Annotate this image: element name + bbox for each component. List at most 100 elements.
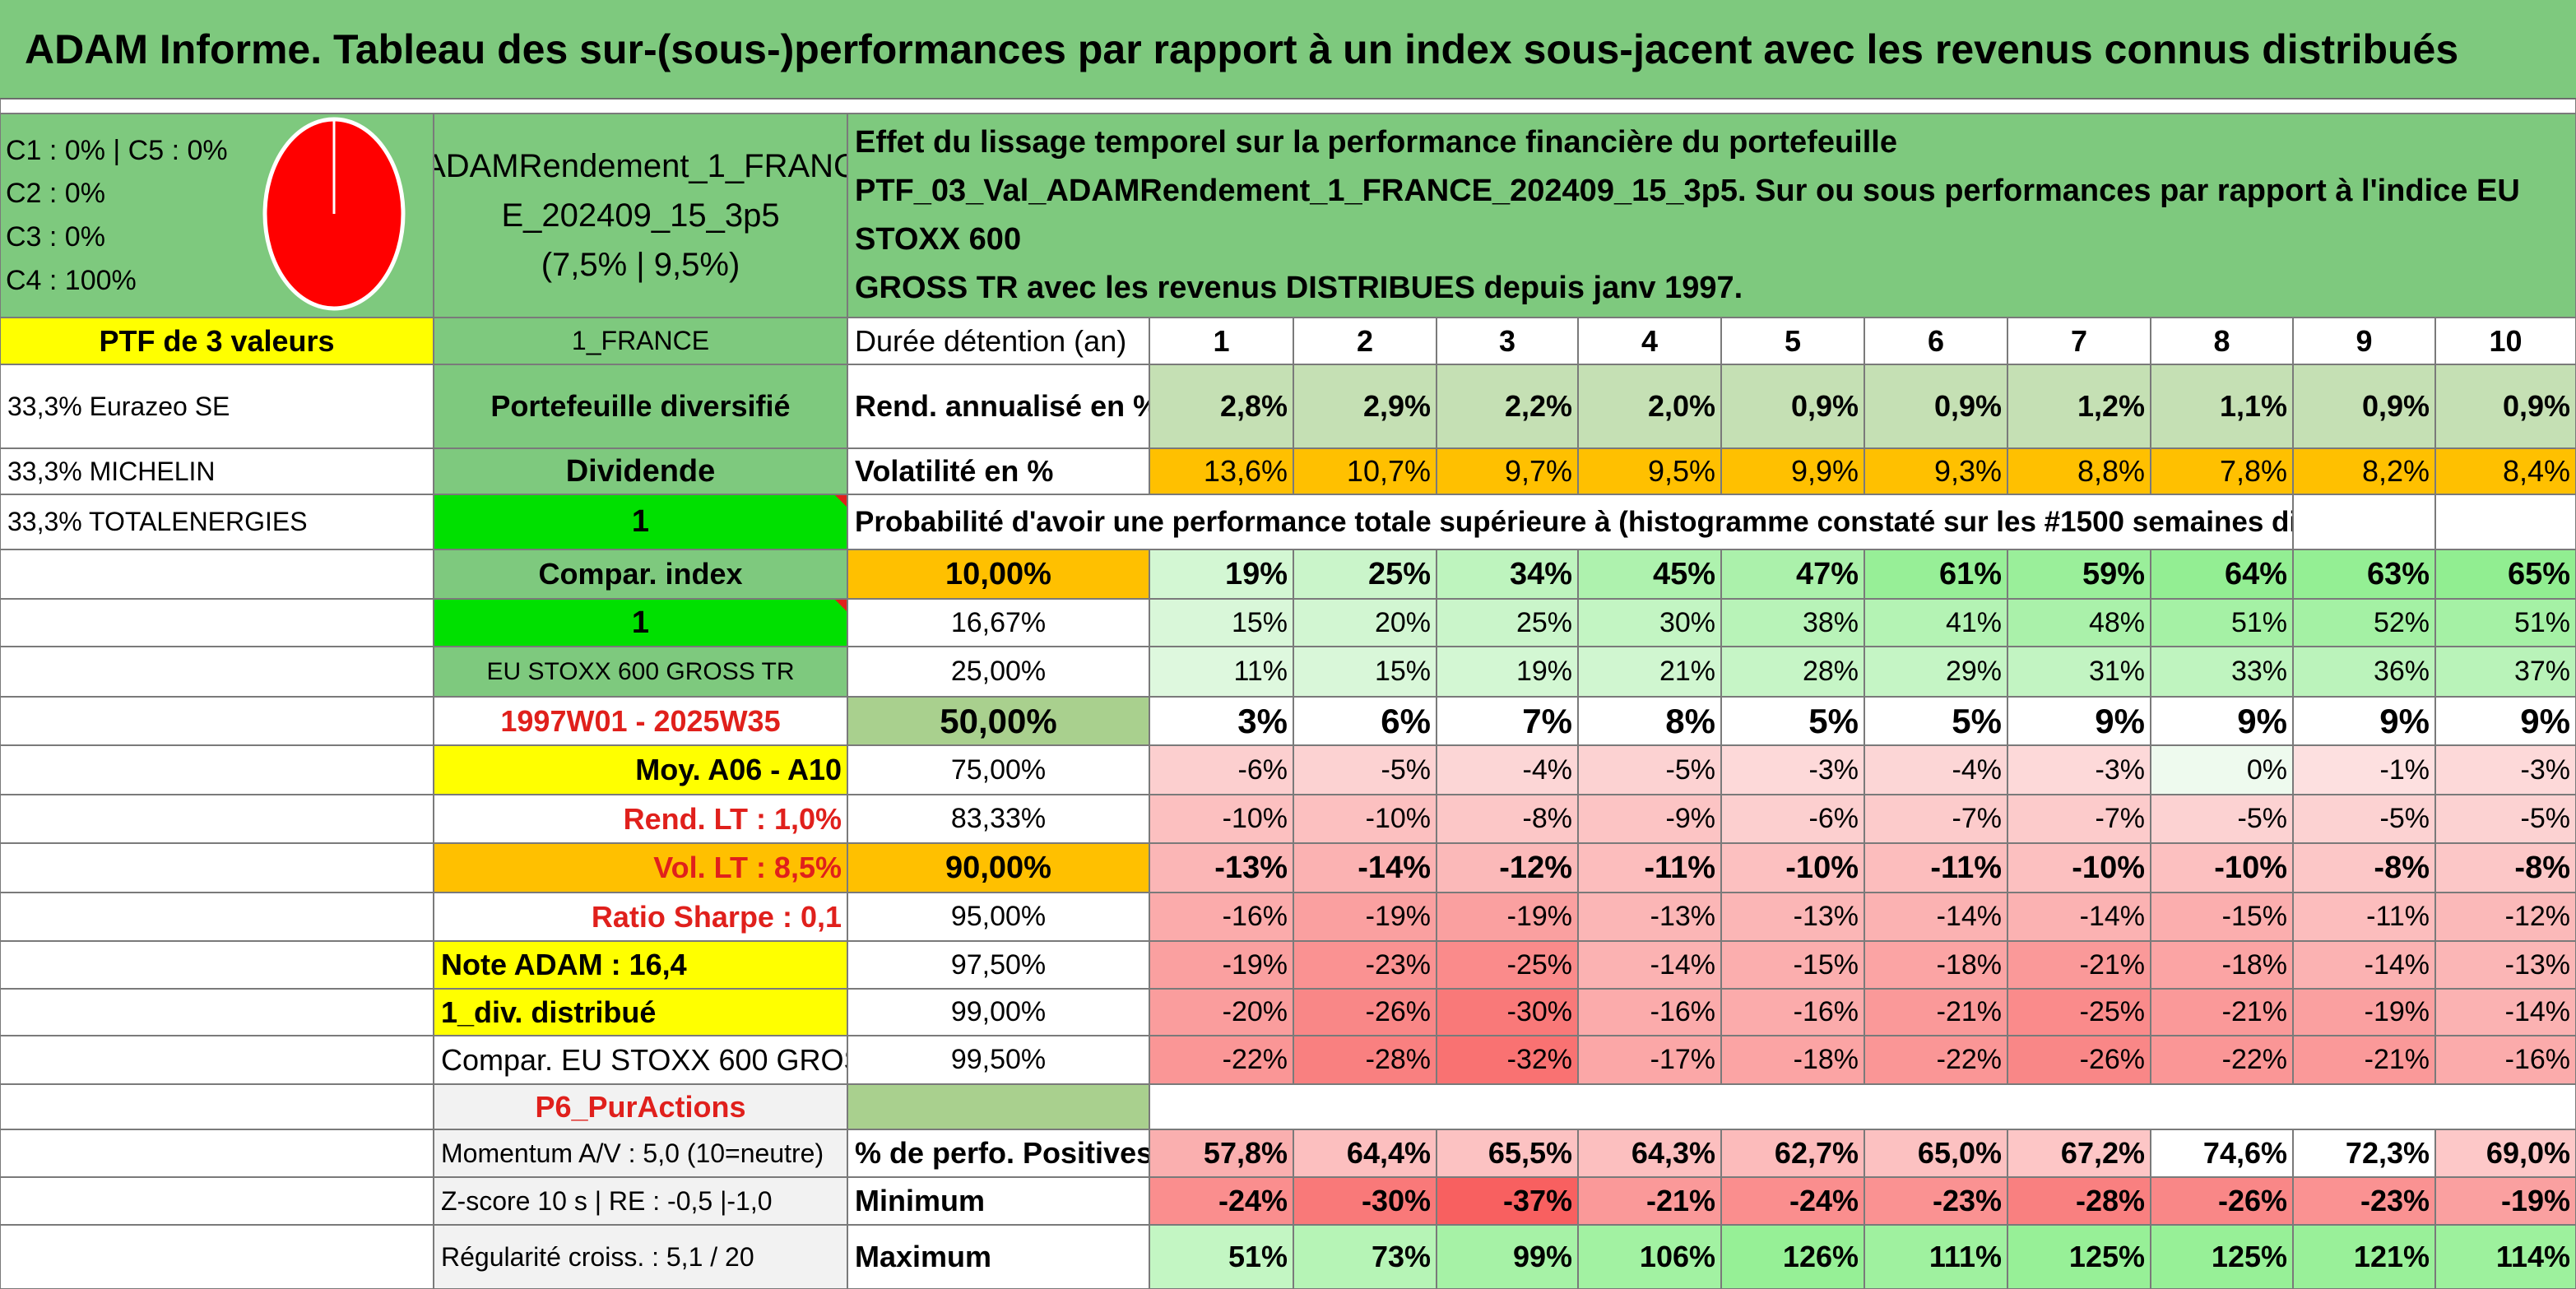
return-value: 2,0% (1578, 364, 1721, 448)
mid-column-cell: Momentum A/V : 5,0 (10=neutre) (434, 1129, 847, 1177)
quantile-value: 59% (2007, 549, 2151, 599)
quantile-value: -11% (2293, 893, 2435, 941)
quantile-value: 9% (2151, 697, 2293, 745)
quantile-value: -30% (1437, 989, 1578, 1036)
quantile-value: -8% (1437, 795, 1578, 843)
return-value: 0,9% (1721, 364, 1864, 448)
mid-column-cell: Vol. LT : 8,5% (434, 843, 847, 893)
return-value: 0,9% (2293, 364, 2435, 448)
quantile-value: -11% (1578, 843, 1721, 893)
left-column-cell (0, 1084, 434, 1129)
quantile-value: 5% (1864, 697, 2007, 745)
stats-value: -23% (2293, 1177, 2435, 1225)
stats-value: 111% (1864, 1225, 2007, 1289)
stats-value: 65,0% (1864, 1129, 2007, 1177)
title-spacer (0, 99, 2576, 114)
left-column-cell (0, 1036, 434, 1084)
volatility-value: 8,4% (2435, 448, 2576, 494)
mid-column-cell: Moy. A06 - A10 (434, 745, 847, 795)
quantile-value: -22% (2151, 1036, 2293, 1084)
quantile-threshold: 10,00% (847, 549, 1149, 599)
year-header: 9 (2293, 318, 2435, 364)
quantile-value: -19% (1437, 893, 1578, 941)
quantile-value: -4% (1437, 745, 1578, 795)
stats-value: 64,4% (1293, 1129, 1437, 1177)
volatility-value: 9,3% (1864, 448, 2007, 494)
quantile-value: -14% (2435, 989, 2576, 1036)
stats-value: -24% (1721, 1177, 1864, 1225)
stats-value: 62,7% (1721, 1129, 1864, 1177)
quantile-value: 38% (1721, 599, 1864, 647)
year-header: 1 (1149, 318, 1293, 364)
quantile-value: 9% (2435, 697, 2576, 745)
quantile-value: 47% (1721, 549, 1864, 599)
left-column-cell (0, 697, 434, 745)
mid-column-cell: 1 (434, 494, 847, 549)
empty-cell (2293, 494, 2435, 549)
stats-value: 72,3% (2293, 1129, 2435, 1177)
stats-label: % de perfo. Positives (847, 1129, 1149, 1177)
left-column-cell (0, 1225, 434, 1289)
quantile-value: 9% (2293, 697, 2435, 745)
quantile-value: 64% (2151, 549, 2293, 599)
stats-value: 65,5% (1437, 1129, 1578, 1177)
quantile-value: -22% (1149, 1036, 1293, 1084)
volatility-value: 10,7% (1293, 448, 1437, 494)
quantile-value: 7% (1437, 697, 1578, 745)
quantile-value: 52% (2293, 599, 2435, 647)
quantile-value: 9% (2007, 697, 2151, 745)
stats-value: 125% (2151, 1225, 2293, 1289)
allocation-line: C1 : 0% | C5 : 0% (6, 134, 228, 166)
quantile-value: -5% (2435, 795, 2576, 843)
stats-value: -23% (1864, 1177, 2007, 1225)
quantile-value: 5% (1721, 697, 1864, 745)
quantile-threshold: 99,00% (847, 989, 1149, 1036)
quantile-value: 19% (1149, 549, 1293, 599)
stats-value: 114% (2435, 1225, 2576, 1289)
stats-value: -26% (2151, 1177, 2293, 1225)
stats-value: 121% (2293, 1225, 2435, 1289)
stats-value: -30% (1293, 1177, 1437, 1225)
return-value: 2,8% (1149, 364, 1293, 448)
quantile-value: -18% (1864, 941, 2007, 989)
quantile-threshold: 97,50% (847, 941, 1149, 989)
volatility-value: 8,8% (2007, 448, 2151, 494)
quantile-value: -11% (1864, 843, 2007, 893)
stats-value: 126% (1721, 1225, 1864, 1289)
quantile-value: -16% (1721, 989, 1864, 1036)
mid-column-cell: Compar. EU STOXX 600 GROSS TR (434, 1036, 847, 1084)
quantile-value: -26% (1293, 989, 1437, 1036)
stats-value: 67,2% (2007, 1129, 2151, 1177)
quantile-value: -8% (2293, 843, 2435, 893)
return-value: 1,1% (2151, 364, 2293, 448)
quantile-value: 3% (1149, 697, 1293, 745)
portfolio-name-line: ADAMRendement_1_FRANC (434, 148, 847, 184)
quantile-value: -21% (2293, 1036, 2435, 1084)
quantile-value: -7% (1864, 795, 2007, 843)
quantile-value: -7% (2007, 795, 2151, 843)
quantile-threshold: 83,33% (847, 795, 1149, 843)
quantile-value: -13% (1578, 893, 1721, 941)
quantile-value: -10% (1293, 795, 1437, 843)
mid-column-cell: 1_div. distribué (434, 989, 847, 1036)
left-column-cell: 33,3% MICHELIN (0, 448, 434, 494)
volatility-value: 7,8% (2151, 448, 2293, 494)
volatility-value: 13,6% (1149, 448, 1293, 494)
quantile-value: 0% (2151, 745, 2293, 795)
quantile-value: -28% (1293, 1036, 1437, 1084)
quantile-value: -25% (1437, 941, 1578, 989)
stats-label: Minimum (847, 1177, 1149, 1225)
probability-title: Probabilité d'avoir une performance tota… (847, 494, 2293, 549)
volatility-value: 9,7% (1437, 448, 1578, 494)
volatility-value: 9,9% (1721, 448, 1864, 494)
left-column-cell: 33,3% Eurazeo SE (0, 364, 434, 448)
allocation-line: C3 : 0% (6, 221, 105, 253)
stats-value: 73% (1293, 1225, 1437, 1289)
quantile-value: 25% (1293, 549, 1437, 599)
year-header: 8 (2151, 318, 2293, 364)
left-column-cell (0, 549, 434, 599)
quantile-value: 34% (1437, 549, 1578, 599)
quantile-value: 63% (2293, 549, 2435, 599)
quantile-value: 29% (1864, 647, 2007, 697)
stats-value: -24% (1149, 1177, 1293, 1225)
